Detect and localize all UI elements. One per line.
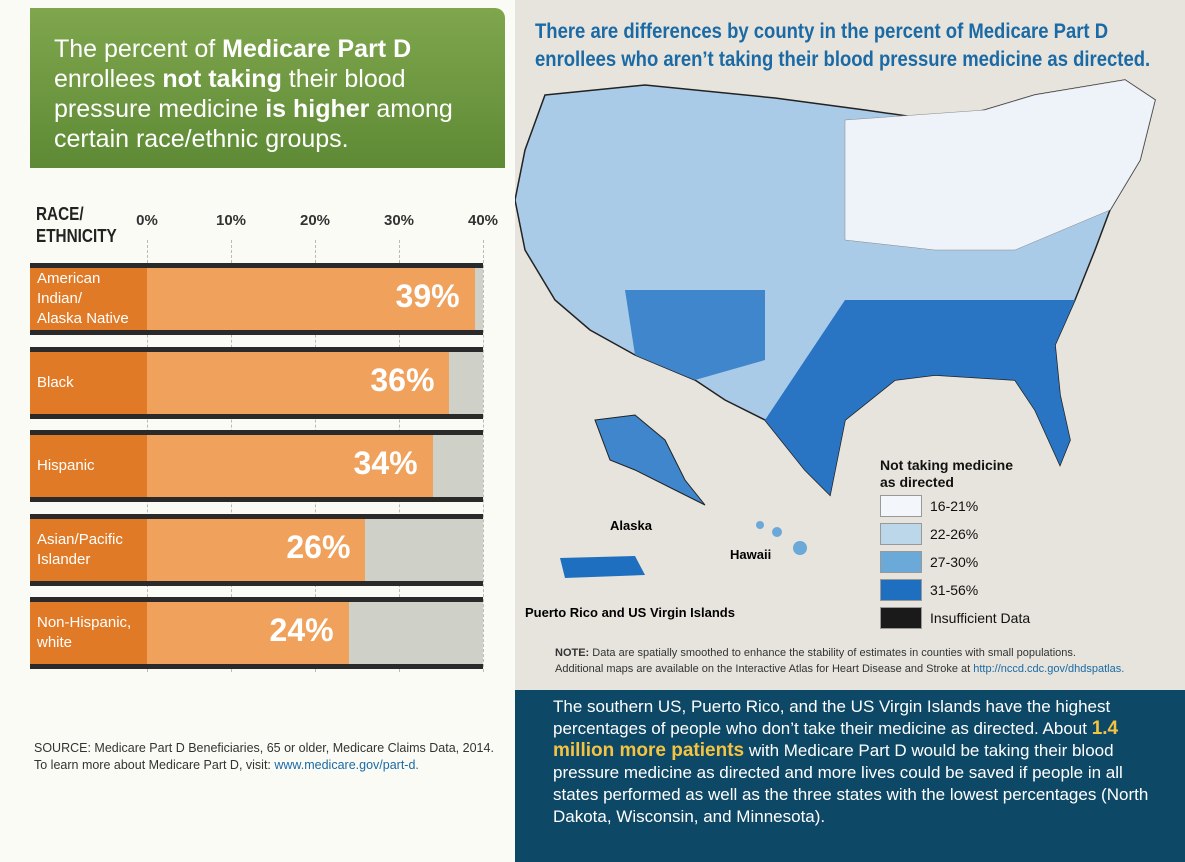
note-text: Additional maps are available on the Int…: [555, 663, 974, 675]
header-text: among certain race/ethnic groups.: [54, 95, 453, 153]
legend-swatch: [880, 579, 922, 601]
map-title: There are differences by county in the p…: [535, 20, 1151, 71]
header-title: The percent of Medicare Part D enrollees…: [30, 8, 505, 154]
hawaii: [756, 521, 764, 529]
category-label: Black: [30, 351, 147, 414]
source-line: To learn more about Medicare Part D, vis…: [34, 757, 494, 774]
legend-label: 16-21%: [930, 498, 979, 514]
value-label: 26%: [286, 528, 351, 565]
header-text: enrollees: [54, 65, 163, 93]
value-label: 36%: [370, 361, 435, 398]
note-line: NOTE: Data are spatially smoothed to enh…: [555, 645, 1124, 661]
header-text: Medicare Part D: [222, 35, 412, 63]
x-tick-label: 10%: [215, 212, 247, 229]
category-label: American Indian/ Alaska Native: [30, 268, 147, 330]
bar: [147, 518, 366, 581]
legend-item: 16-21%: [880, 495, 978, 517]
legend-label: 31-56%: [930, 582, 979, 598]
note-link[interactable]: http://nccd.cdc.gov/dhdspatlas.: [973, 663, 1125, 675]
x-tick-label: 20%: [299, 212, 331, 229]
x-tick-label: 40%: [467, 212, 499, 229]
bar: [147, 435, 433, 497]
note: NOTE: Data are spatially smoothed to enh…: [555, 645, 1124, 677]
header-box: The percent of Medicare Part D enrollees…: [30, 8, 505, 168]
category-label: Hispanic: [30, 435, 147, 497]
alaska: [594, 414, 706, 506]
bar: [147, 602, 349, 664]
grid-line: [483, 240, 484, 672]
note-label: NOTE:: [555, 647, 590, 659]
legend-swatch: [880, 551, 922, 573]
header-text: The percent of: [54, 35, 223, 63]
source: SOURCE: Medicare Part D Beneficiaries, 6…: [34, 740, 494, 774]
southwest-region: [625, 290, 765, 380]
map-label: Hawaii: [730, 547, 771, 562]
summary-part: The southern US, Puerto Rico, and the US…: [553, 697, 1111, 738]
source-text: To learn more about Medicare Part D, vis…: [34, 758, 275, 772]
map-panel: There are differences by county in the p…: [515, 0, 1185, 690]
legend-swatch: [880, 607, 922, 629]
map-label: Alaska: [610, 518, 653, 533]
puerto-rico: [560, 556, 645, 578]
legend-label: 22-26%: [930, 526, 979, 542]
legend-swatch: [880, 495, 922, 517]
category-label: Asian/Pacific Islander: [30, 518, 147, 581]
south-region: [765, 300, 1075, 495]
header-text: not taking: [162, 65, 282, 93]
x-tick-label: 0%: [136, 212, 158, 229]
legend-item: 31-56%: [880, 579, 978, 601]
hawaii: [793, 541, 807, 555]
note-text: Data are spatially smoothed to enhance t…: [589, 647, 1076, 659]
axis-label: RACE/ ETHNICITY: [36, 204, 117, 246]
bar-chart: RACE/ ETHNICITY 0% 10% 20% 30% 40% American I…: [0, 0, 505, 700]
legend-title: Not taking medicine as directed: [880, 457, 1014, 490]
category-label: Non-Hispanic, white: [30, 602, 147, 664]
legend-swatch: [880, 523, 922, 545]
note-line: Additional maps are available on the Int…: [555, 661, 1124, 677]
value-label: 34%: [353, 445, 418, 481]
bar: [147, 268, 475, 330]
hawaii: [772, 527, 782, 537]
value-label: 24%: [269, 612, 334, 648]
header-text: is higher: [265, 95, 370, 123]
bar: [147, 351, 450, 414]
summary-part: with Medicare Part D would be taking the…: [553, 741, 1149, 826]
x-tick-label: 30%: [383, 212, 415, 229]
legend-label: 27-30%: [930, 554, 979, 570]
map-label: Puerto Rico and US Virgin Islands: [525, 605, 735, 620]
summary-text: The southern US, Puerto Rico, and the US…: [515, 690, 1185, 828]
legend-item: Insufficient Data: [880, 607, 1030, 629]
summary-box: The southern US, Puerto Rico, and the US…: [515, 690, 1185, 862]
summary-highlight: 1.4 million more patients: [553, 718, 1119, 761]
map: Alaska Hawaii Puerto Rico and US Virgin …: [515, 79, 1156, 620]
legend-item: 27-30%: [880, 551, 978, 573]
north-region: [844, 79, 1156, 251]
header-text: their blood pressure medicine: [54, 65, 406, 123]
value-label: 39%: [395, 278, 460, 314]
source-text: SOURCE: Medicare Part D Beneficiaries, 6…: [34, 741, 494, 755]
source-link[interactable]: www.medicare.gov/part-d.: [274, 758, 419, 772]
legend-item: 22-26%: [880, 523, 978, 545]
legend-label: Insufficient Data: [930, 610, 1031, 626]
